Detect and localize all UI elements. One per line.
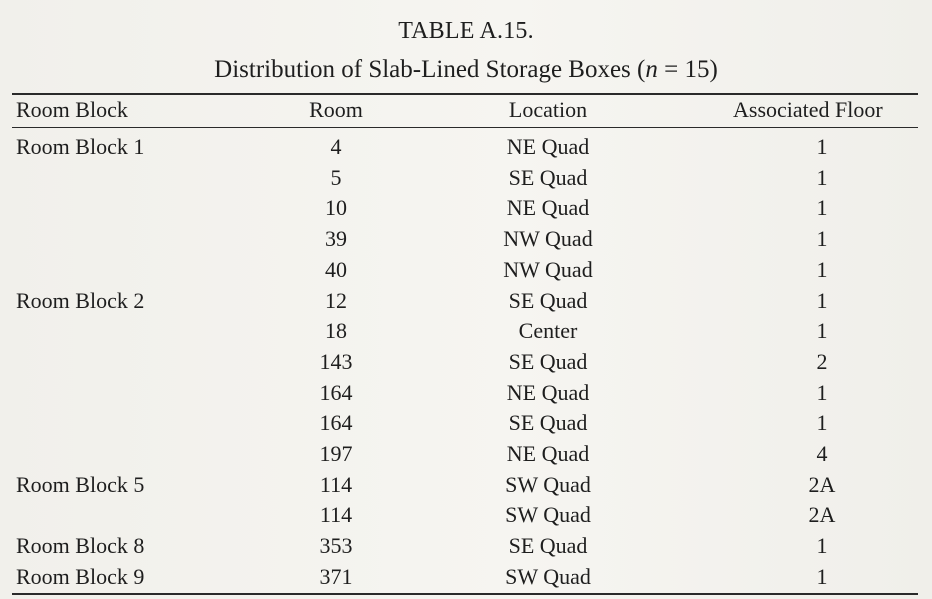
cell-associated-floor-value: 1: [816, 195, 828, 220]
header-rule: [12, 127, 918, 129]
cell-room-value: 114: [319, 472, 353, 497]
header-location-label: Location: [508, 97, 588, 122]
cell-location-value: SE Quad: [508, 349, 588, 374]
cell-associated-floor-value: 1: [816, 380, 828, 405]
cell-location-value: SW Quad: [505, 564, 591, 589]
caption-text-end: = 15): [657, 56, 718, 83]
cell-location-value: NE Quad: [506, 195, 590, 220]
cell-room-value: 18: [325, 318, 347, 343]
cell-room-value: 4: [330, 134, 342, 159]
cell-location-value: Center: [518, 318, 578, 343]
cell-room-value: 164: [319, 380, 353, 405]
top-rule: [12, 93, 918, 95]
cell-associated-floor-value: 4: [816, 441, 828, 466]
cell-location-value: NW Quad: [503, 226, 593, 251]
cell-location-value: SE Quad: [508, 410, 588, 435]
caption-n-symbol: n: [645, 56, 658, 83]
cell-room-block: Room Block 9: [16, 564, 145, 589]
cell-associated-floor-value: 2A: [808, 502, 836, 527]
header-associated-floor: Associated Floor: [733, 97, 883, 122]
table-caption: Distribution of Slab-Lined Storage Boxes…: [0, 56, 932, 84]
cell-associated-floor-value: 1: [816, 257, 828, 282]
cell-associated-floor-value: 2: [816, 349, 828, 374]
cell-associated-floor-value: 1: [816, 318, 828, 343]
cell-associated-floor-value: 1: [816, 564, 828, 589]
cell-room-block: Room Block 8: [16, 533, 145, 558]
cell-location-value: SE Quad: [508, 165, 588, 190]
cell-location-value: NE Quad: [506, 134, 590, 159]
cell-room-value: 114: [319, 502, 353, 527]
header-room-block: Room Block: [16, 97, 128, 122]
cell-room-value: 143: [319, 349, 353, 374]
cell-associated-floor-value: 1: [816, 134, 828, 159]
cell-location-value: SW Quad: [505, 472, 591, 497]
cell-room-value: 12: [325, 288, 347, 313]
cell-location-value: NE Quad: [506, 380, 590, 405]
cell-room-value: 164: [319, 410, 353, 435]
cell-associated-floor-value: 2A: [808, 472, 836, 497]
cell-room-value: 5: [330, 165, 342, 190]
cell-associated-floor-value: 1: [816, 533, 828, 558]
cell-location-value: SE Quad: [508, 533, 588, 558]
bottom-rule: [12, 593, 918, 595]
cell-room-value: 39: [325, 226, 347, 251]
cell-location-value: NW Quad: [503, 257, 593, 282]
cell-associated-floor-value: 1: [816, 226, 828, 251]
cell-room-value: 10: [325, 195, 347, 220]
cell-room-value: 353: [319, 533, 353, 558]
cell-associated-floor-value: 1: [816, 410, 828, 435]
header-room-label: Room: [309, 97, 363, 122]
cell-room-block: Room Block 5: [16, 472, 145, 497]
cell-room-block: Room Block 1: [16, 134, 145, 159]
cell-room-value: 197: [319, 441, 353, 466]
cell-location-value: SW Quad: [505, 502, 591, 527]
cell-associated-floor-value: 1: [816, 165, 828, 190]
table-label: TABLE A.15.: [398, 18, 534, 44]
cell-location-value: SE Quad: [508, 288, 588, 313]
cell-location-value: NE Quad: [506, 441, 590, 466]
cell-room-value: 371: [319, 564, 353, 589]
cell-room-value: 40: [325, 257, 347, 282]
caption-text-start: Distribution of Slab-Lined Storage Boxes…: [214, 56, 646, 83]
cell-associated-floor-value: 1: [816, 288, 828, 313]
cell-room-block: Room Block 2: [16, 288, 145, 313]
